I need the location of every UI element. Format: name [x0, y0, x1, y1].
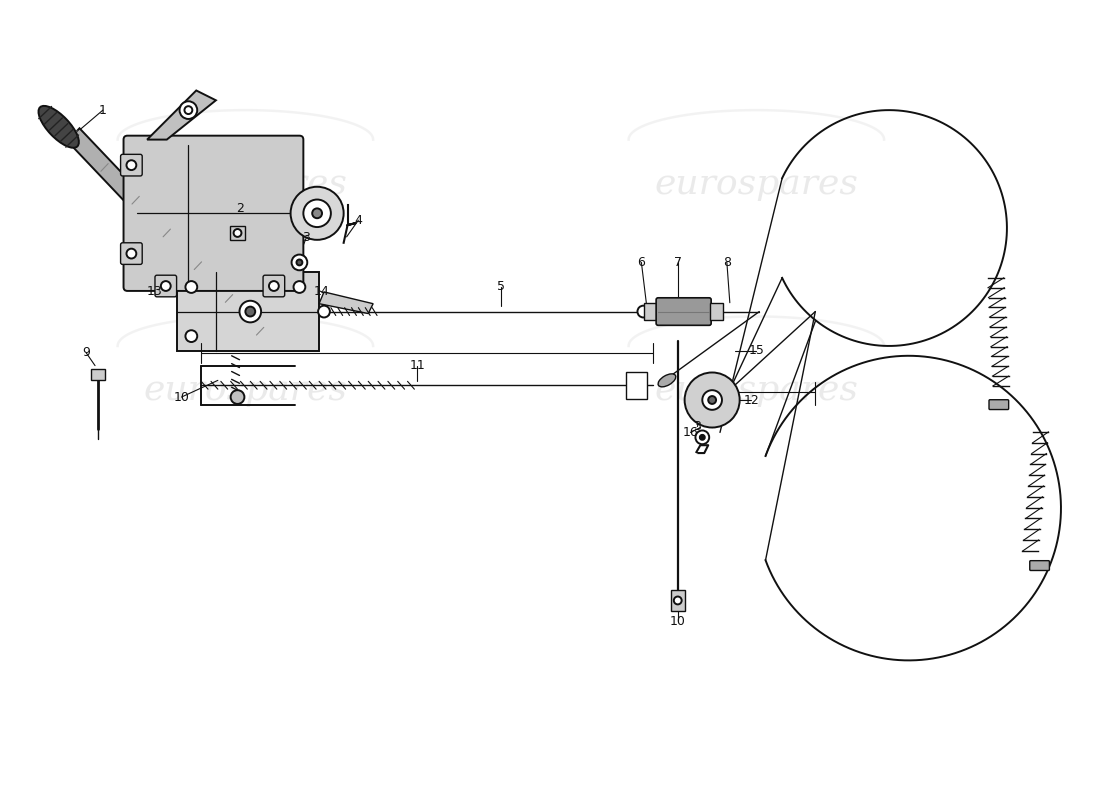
Circle shape	[290, 186, 343, 240]
Ellipse shape	[658, 374, 675, 387]
Text: 14: 14	[315, 286, 330, 298]
Circle shape	[270, 281, 278, 291]
Text: 11: 11	[409, 359, 426, 372]
Circle shape	[684, 373, 739, 427]
Circle shape	[638, 306, 649, 318]
Text: 16: 16	[683, 426, 698, 439]
Text: 3: 3	[693, 420, 702, 433]
Text: 10: 10	[174, 390, 189, 403]
Text: 12: 12	[744, 394, 759, 406]
FancyBboxPatch shape	[121, 154, 142, 176]
Circle shape	[312, 208, 322, 218]
Circle shape	[297, 259, 302, 266]
Text: 1: 1	[99, 104, 107, 117]
Ellipse shape	[39, 106, 79, 148]
Text: 4: 4	[354, 214, 362, 226]
Circle shape	[702, 390, 722, 410]
Text: 10: 10	[670, 614, 685, 627]
Text: 6: 6	[637, 256, 646, 269]
Circle shape	[233, 229, 242, 237]
Circle shape	[179, 102, 197, 119]
Polygon shape	[67, 128, 266, 338]
Text: 3: 3	[302, 231, 310, 244]
Circle shape	[245, 306, 255, 317]
Circle shape	[318, 306, 330, 318]
Polygon shape	[319, 292, 373, 314]
Circle shape	[304, 199, 331, 227]
Text: 7: 7	[673, 256, 682, 269]
FancyBboxPatch shape	[656, 298, 712, 326]
FancyBboxPatch shape	[711, 302, 723, 321]
Text: 5: 5	[497, 281, 505, 294]
Circle shape	[700, 435, 705, 440]
FancyBboxPatch shape	[121, 242, 142, 264]
Text: 8: 8	[723, 256, 730, 269]
Text: eurospares: eurospares	[654, 167, 858, 201]
Circle shape	[186, 281, 197, 293]
Circle shape	[292, 254, 307, 270]
Text: 9: 9	[82, 346, 90, 359]
Bar	[177, 272, 319, 351]
Text: eurospares: eurospares	[143, 167, 348, 201]
Circle shape	[294, 281, 306, 293]
Bar	[626, 371, 647, 399]
Circle shape	[126, 249, 136, 258]
FancyBboxPatch shape	[671, 590, 684, 611]
Circle shape	[185, 106, 192, 114]
Circle shape	[674, 597, 682, 604]
FancyBboxPatch shape	[123, 136, 304, 291]
FancyBboxPatch shape	[155, 275, 177, 297]
Circle shape	[240, 301, 261, 322]
Circle shape	[231, 390, 244, 404]
Circle shape	[161, 281, 170, 291]
Text: eurospares: eurospares	[654, 373, 858, 407]
Circle shape	[186, 330, 197, 342]
Text: 13: 13	[147, 286, 163, 298]
FancyBboxPatch shape	[645, 302, 657, 321]
Polygon shape	[147, 90, 216, 140]
FancyBboxPatch shape	[263, 275, 285, 297]
Text: 2: 2	[236, 202, 244, 215]
FancyBboxPatch shape	[230, 226, 245, 240]
FancyBboxPatch shape	[1030, 561, 1049, 570]
Circle shape	[126, 160, 136, 170]
Circle shape	[695, 430, 710, 444]
FancyBboxPatch shape	[989, 400, 1009, 410]
FancyBboxPatch shape	[91, 369, 104, 380]
Text: eurospares: eurospares	[143, 373, 348, 407]
Circle shape	[708, 396, 716, 404]
Text: 15: 15	[748, 344, 764, 358]
